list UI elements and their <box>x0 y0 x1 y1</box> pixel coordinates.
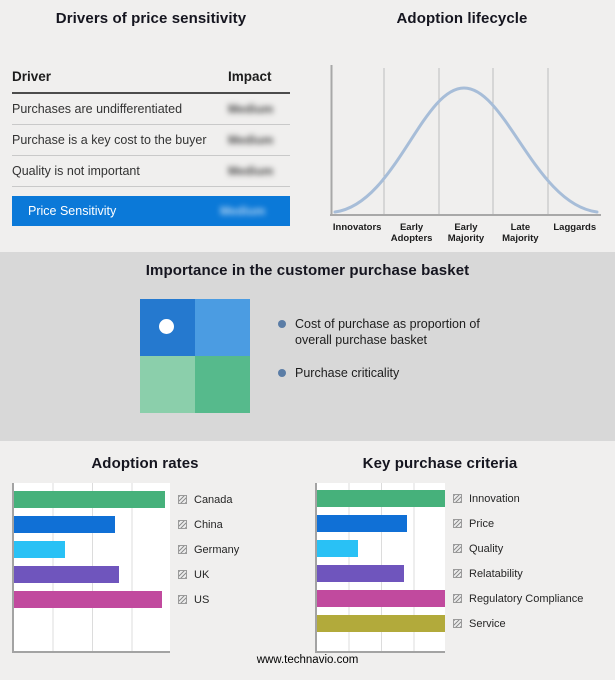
legend-label: China <box>194 518 223 531</box>
legend-item: Relatability <box>453 565 583 582</box>
stage-label: Late Majority <box>502 222 539 244</box>
bullet-item: Cost of purchase as proportion of overal… <box>278 316 510 348</box>
driver-cell: Purchase is a key cost to the buyer <box>12 133 207 147</box>
hatch-swatch-icon <box>453 594 462 603</box>
adoption-lifecycle-chart <box>330 65 601 216</box>
table-row: Purchase is a key cost to the buyer Medi… <box>12 125 290 156</box>
bullet-icon <box>278 320 286 328</box>
impact-cell: Medium <box>220 204 290 218</box>
column-header-impact: Impact <box>228 69 272 84</box>
legend-item: Quality <box>453 540 583 557</box>
bar-germany <box>14 541 66 558</box>
legend-item: Regulatory Compliance <box>453 590 583 607</box>
impact-value-blurred: Medium <box>228 133 274 147</box>
legend-item: Innovation <box>453 490 583 507</box>
bar-us <box>14 591 163 608</box>
legend-item: US <box>178 591 239 608</box>
bar-service <box>317 615 445 632</box>
key-purchase-criteria-chart <box>315 483 445 653</box>
purchase-basket-quadrant <box>140 299 250 413</box>
key-purchase-criteria-legend: Innovation Price Quality Relatability Re… <box>453 483 583 640</box>
hatch-swatch-icon <box>453 569 462 578</box>
bar-regulatory-compliance <box>317 590 445 607</box>
position-marker-dot <box>159 319 174 334</box>
quadrant-top-right <box>195 299 250 356</box>
hatch-swatch-icon <box>178 570 187 579</box>
legend-label: Innovation <box>469 492 520 505</box>
impact-value-blurred: Medium <box>228 102 274 116</box>
legend-label: Germany <box>194 543 240 556</box>
adoption-rates-legend: Canada China Germany UK US <box>178 483 239 616</box>
price-sensitivity-table: Driver Impact Purchases are undifferenti… <box>12 63 290 226</box>
legend-item: China <box>178 516 239 533</box>
legend-item: UK <box>178 566 239 583</box>
hatch-swatch-icon <box>178 595 187 604</box>
stage-label: Innovators <box>332 222 382 233</box>
purchase-basket-band <box>0 252 615 441</box>
bullet-text: Purchase criticality <box>295 366 400 380</box>
stage-label: Laggards <box>553 222 597 233</box>
hatch-swatch-icon <box>453 544 462 553</box>
key-purchase-criteria-title: Key purchase criteria <box>362 455 518 472</box>
bar-china <box>14 516 116 533</box>
adoption-rates-title: Adoption rates <box>91 455 199 472</box>
table-row: Purchases are undifferentiated Medium <box>12 94 290 125</box>
hatch-swatch-icon <box>453 519 462 528</box>
adoption-lifecycle-title: Adoption lifecycle <box>396 10 528 27</box>
summary-label: Price Sensitivity <box>28 204 117 218</box>
adoption-rates-chart <box>12 483 170 653</box>
impact-value-blurred: Medium <box>228 164 274 178</box>
legend-label: Quality <box>469 542 504 555</box>
lifecycle-stage-labels: Innovators Early Adopters Early Majority… <box>330 222 602 244</box>
column-header-driver: Driver <box>12 69 52 84</box>
purchase-basket-title: Importance in the customer purchase bask… <box>145 262 470 279</box>
hatch-swatch-icon <box>453 494 462 503</box>
legend-item: Germany <box>178 541 239 558</box>
impact-cell: Medium <box>228 164 290 178</box>
table-row: Quality is not important Medium <box>12 156 290 187</box>
price-sensitivity-summary-row: Price Sensitivity Medium <box>12 196 290 226</box>
stage-label: Early Adopters <box>390 222 433 244</box>
driver-cell: Purchases are undifferentiated <box>12 102 183 116</box>
bullet-item: Purchase criticality <box>278 365 510 381</box>
hatch-swatch-icon <box>178 495 187 504</box>
legend-item: Service <box>453 615 583 632</box>
table-header-row: Driver Impact <box>12 63 290 94</box>
quadrant-bottom-right <box>195 356 250 413</box>
legend-label: US <box>194 593 210 606</box>
legend-item: Canada <box>178 491 239 508</box>
impact-cell: Medium <box>228 133 290 147</box>
bullet-icon <box>278 369 286 377</box>
driver-cell: Quality is not important <box>12 164 140 178</box>
hatch-swatch-icon <box>178 520 187 529</box>
impact-value-blurred: Medium <box>220 204 266 218</box>
bullet-text: Cost of purchase as proportion of overal… <box>295 317 480 347</box>
legend-label: Service <box>469 617 506 630</box>
bell-curve <box>333 86 599 214</box>
legend-label: UK <box>194 568 210 581</box>
footer-url: www.technavio.com <box>256 654 359 666</box>
bar-relatability <box>317 565 405 582</box>
stage-label: Early Majority <box>447 222 485 244</box>
bar-innovation <box>317 490 445 507</box>
impact-cell: Medium <box>228 102 290 116</box>
quadrant-top-left <box>140 299 195 356</box>
legend-label: Relatability <box>469 567 523 580</box>
hatch-swatch-icon <box>178 545 187 554</box>
bar-price <box>317 515 407 532</box>
legend-label: Regulatory Compliance <box>469 592 584 605</box>
legend-label: Price <box>469 517 495 530</box>
purchase-basket-bullets: Cost of purchase as proportion of overal… <box>278 316 510 398</box>
legend-item: Price <box>453 515 583 532</box>
bar-uk <box>14 566 119 583</box>
price-sensitivity-title: Drivers of price sensitivity <box>55 10 247 27</box>
bar-canada <box>14 491 166 508</box>
legend-label: Canada <box>194 493 233 506</box>
bar-quality <box>317 540 358 557</box>
hatch-swatch-icon <box>453 619 462 628</box>
quadrant-bottom-left <box>140 356 195 413</box>
